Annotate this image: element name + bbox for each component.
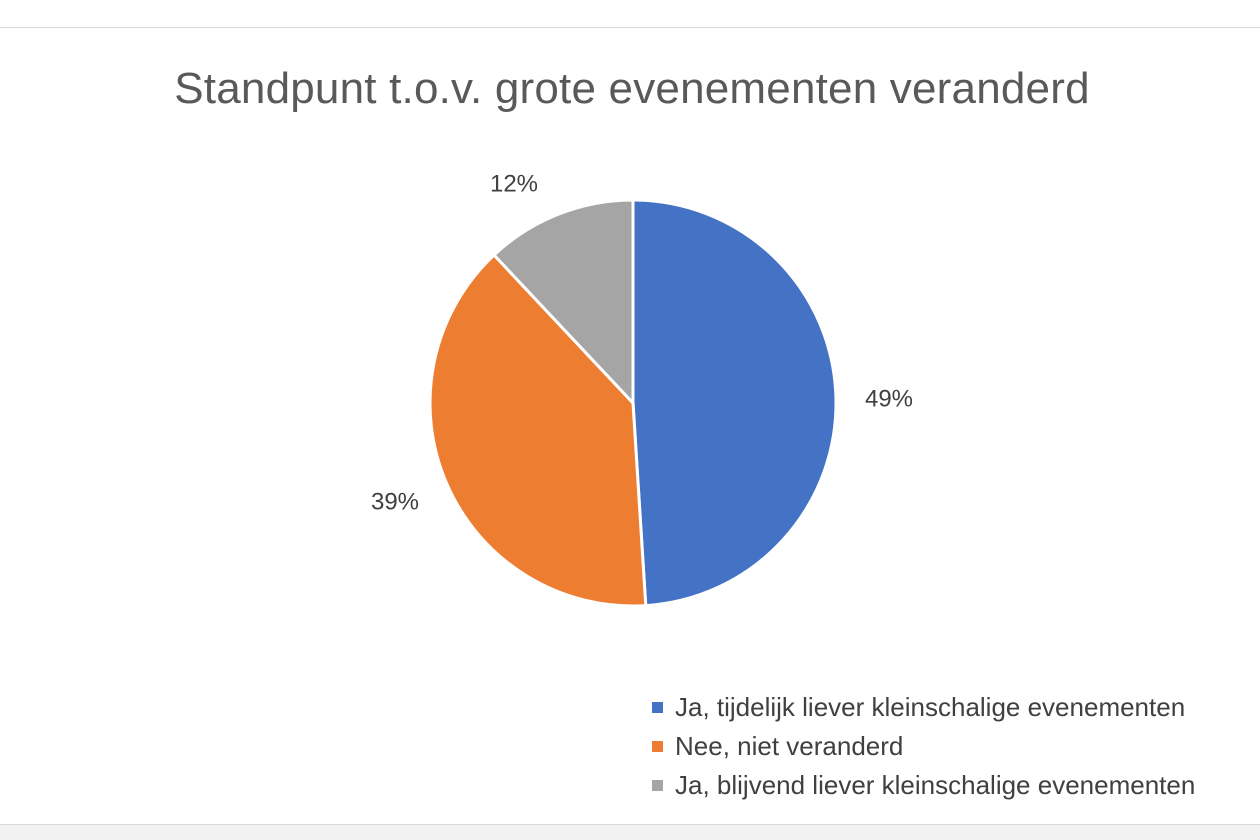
data-label: 12% (490, 170, 538, 197)
pie-slice (631, 198, 838, 608)
legend: Ja, tijdelijk liever kleinschalige evene… (652, 688, 1260, 805)
legend-item: Ja, tijdelijk liever kleinschalige evene… (652, 688, 1260, 727)
legend-swatch (652, 780, 663, 791)
legend-item: Ja, blijvend liever kleinschalige evenem… (652, 766, 1260, 805)
legend-swatch (652, 702, 663, 713)
legend-label: Nee, niet veranderd (675, 731, 904, 761)
legend-swatch (652, 741, 663, 752)
pie-slice (428, 253, 648, 608)
chart-title: Standpunt t.o.v. grote evenementen veran… (174, 64, 1090, 113)
top-strip (0, 0, 1260, 27)
legend-label: Ja, tijdelijk liever kleinschalige evene… (675, 692, 1186, 722)
legend-label: Ja, blijvend liever kleinschalige evenem… (675, 770, 1196, 800)
pie-slice (492, 198, 635, 405)
chart-area: Standpunt t.o.v. grote evenementen veran… (0, 27, 1260, 825)
legend-item: Nee, niet veranderd (652, 727, 1260, 766)
data-label: 39% (371, 488, 419, 515)
data-label: 49% (865, 385, 913, 412)
pie-chart: 49% 39% 12% (371, 170, 913, 608)
